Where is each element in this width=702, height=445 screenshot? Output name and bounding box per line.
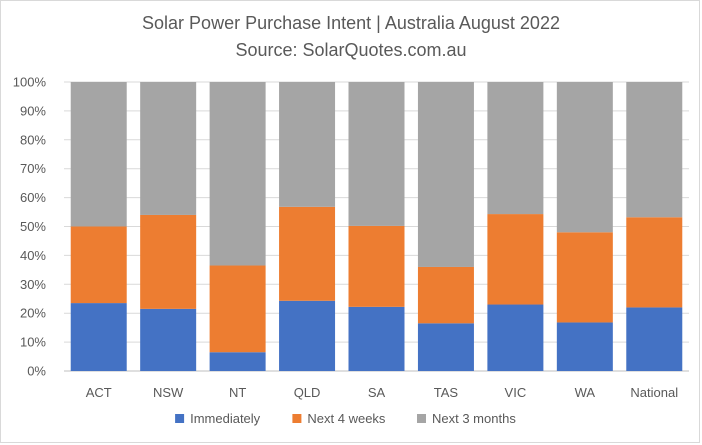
y-tick-label: 50% [20,219,46,234]
y-tick-label: 90% [20,103,46,118]
bar-segment [279,206,336,301]
y-tick-label: 60% [20,190,46,205]
bar-segment [348,306,405,371]
bar-segment [348,225,405,307]
y-tick-label: 80% [20,132,46,147]
x-tick-label: VIC [505,385,527,400]
y-axis: 0% 10% 20% 30% 40% 50% 60% 70% 80% 90% 100% [13,75,47,379]
x-tick-label: NSW [153,385,184,400]
bar-segment [348,82,405,226]
bar-segment [487,304,544,371]
bar-segment [140,308,197,371]
bar-segment [70,82,127,227]
legend-item: Immediately [175,411,261,426]
bar-segment [626,82,683,218]
legend-item: Next 4 weeks [292,411,386,426]
bar-segment [209,82,266,266]
legend-swatch [417,414,426,423]
bar-segment [70,303,127,371]
bar-segment [417,323,474,371]
bar-segment [70,226,127,304]
y-tick-label: 40% [20,248,46,263]
legend-label: Immediately [190,411,261,426]
bar-segment [626,217,683,308]
chart-title: Solar Power Purchase Intent | Australia … [142,13,560,33]
bar-segment [487,82,544,215]
y-tick-label: 100% [13,75,47,90]
y-tick-label: 20% [20,306,46,321]
legend-swatch [292,414,302,423]
legend-label: Next 3 months [432,411,516,426]
y-tick-label: 0% [27,364,46,379]
legend: Immediately Next 4 weeks Next 3 months [175,411,516,426]
chart-subtitle: Source: SolarQuotes.com.au [235,40,466,60]
legend-item: Next 3 months [417,411,516,426]
x-axis: ACT NSW NT QLD SA TAS VIC WA National [86,385,679,400]
legend-label: Next 4 weeks [307,411,386,426]
bar-segment [279,82,336,207]
bar-segment [556,232,613,323]
bar-segment [556,322,613,371]
bars [70,82,683,371]
bar-segment [140,82,197,215]
bar-segment [417,266,474,324]
x-tick-label: ACT [86,385,112,400]
x-tick-label: QLD [294,385,321,400]
y-tick-label: 10% [20,335,46,350]
bar-segment [209,265,266,353]
bar-segment [279,300,336,371]
x-tick-label: WA [575,385,596,400]
bar-segment [487,214,544,305]
x-tick-label: National [630,385,678,400]
bar-segment [140,214,197,309]
x-tick-label: SA [368,385,386,400]
y-tick-label: 70% [20,161,46,176]
legend-swatch [175,414,185,423]
bar-segment [556,82,613,233]
bar-segment [209,352,266,371]
x-tick-label: NT [229,385,246,400]
bar-segment [417,82,474,267]
bar-segment [626,307,683,371]
x-tick-label: TAS [434,385,459,400]
y-tick-label: 30% [20,277,46,292]
